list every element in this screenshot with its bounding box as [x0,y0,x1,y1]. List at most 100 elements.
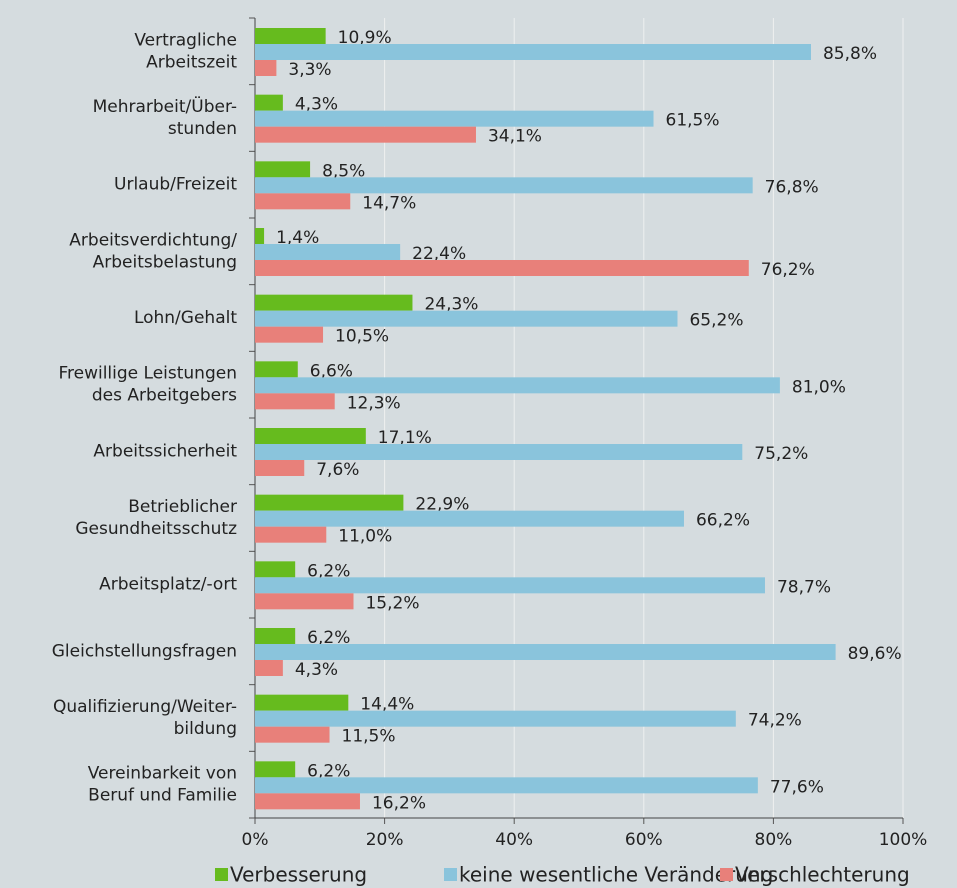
bar [255,294,413,311]
y-tick-label: Arbeitsplatz/-ort [99,575,237,595]
bar [255,793,360,810]
bar [255,260,749,276]
y-tick-label: Vertragliche [134,30,237,50]
y-tick-label: Betrieblicher [128,497,237,517]
value-label: 10,9% [338,28,392,48]
value-label: 22,4% [412,244,466,264]
legend-swatch [444,868,457,881]
bar [255,561,296,578]
y-tick-label: Mehrarbeit/Über- [93,95,237,117]
value-label: 85,8% [823,44,877,64]
y-tick-label: Arbeitssicherheit [93,441,237,461]
x-tick-label: 20% [366,830,404,850]
value-label: 75,2% [754,444,808,464]
y-tick-label: des Arbeitgebers [92,386,237,406]
y-tick-label: Gleichstellungsfragen [52,641,237,661]
y-tick-label: Beruf und Familie [88,786,237,806]
bar [255,494,404,511]
x-tick-label: 100% [879,830,928,850]
bar [255,193,351,210]
y-tick-label: Urlaub/Freizeit [114,175,237,195]
bar [255,44,811,60]
bar [255,510,684,527]
value-label: 6,6% [310,361,353,381]
bar [255,577,765,594]
bar [255,326,324,343]
value-label: 24,3% [424,295,478,315]
bar [255,393,335,410]
bar [255,228,265,244]
bar [255,460,305,476]
value-label: 1,4% [276,228,319,248]
y-tick-label: Vereinbarkeit von [88,764,237,784]
legend-swatch [215,868,228,881]
y-tick-label: Arbeitszeit [146,52,237,72]
bar [255,526,327,543]
value-label: 14,4% [360,695,414,715]
value-label: 4,3% [295,660,338,680]
value-label: 89,6% [848,644,902,664]
bar [255,177,753,194]
legend-label: Verschlechterung [735,863,910,887]
x-tick-label: 40% [495,830,533,850]
bar [255,444,743,460]
y-tick-label: Gesundheitsschutz [75,519,237,539]
value-label: 8,5% [322,161,365,181]
value-label: 12,3% [347,393,401,413]
y-tick-label: Arbeitsverdichtung/ [69,230,237,250]
value-label: 61,5% [666,111,720,131]
bar [255,244,401,260]
bar [255,726,330,743]
y-tick-label: stunden [168,119,237,139]
bar [255,694,349,711]
bar [255,644,836,660]
value-label: 11,5% [342,727,396,747]
value-label: 4,3% [295,95,338,115]
bar [255,593,354,610]
value-label: 66,2% [696,511,750,531]
value-label: 7,6% [316,460,359,480]
value-label: 6,2% [307,561,350,581]
value-label: 81,0% [792,377,846,397]
bar [255,28,326,44]
bar [255,361,298,378]
bar [255,110,654,127]
bar [255,310,678,327]
value-label: 22,9% [415,495,469,515]
y-tick-label: bildung [174,719,237,739]
value-label: 17,1% [378,428,432,448]
value-label: 16,2% [372,793,426,813]
value-label: 76,8% [765,177,819,197]
bar [255,60,277,76]
bar [255,126,476,143]
y-tick-label: Qualifizierung/Weiter- [53,697,237,717]
y-tick-label: Arbeitsbelastung [93,252,237,272]
bar [255,94,283,111]
value-label: 34,1% [488,127,542,147]
value-label: 65,2% [689,311,743,331]
y-tick-label: Frewillige Leistungen [58,364,237,384]
value-label: 6,2% [307,761,350,781]
value-label: 15,2% [365,593,419,613]
x-tick-label: 80% [755,830,793,850]
value-label: 14,7% [362,193,416,213]
value-label: 3,3% [288,60,331,80]
x-tick-label: 60% [625,830,663,850]
value-label: 76,2% [761,260,815,280]
bar [255,628,296,644]
y-tick-label: Lohn/Gehalt [134,308,237,328]
bar [255,761,296,778]
bar [255,777,758,794]
value-label: 78,7% [777,577,831,597]
value-label: 74,2% [748,711,802,731]
legend-swatch [720,868,733,881]
value-label: 11,0% [338,527,392,547]
bar [255,161,311,178]
value-label: 6,2% [307,628,350,648]
value-label: 77,6% [770,777,824,797]
value-label: 10,5% [335,327,389,347]
bar [255,660,283,676]
legend-label: Verbesserung [230,863,367,887]
bar [255,428,366,444]
